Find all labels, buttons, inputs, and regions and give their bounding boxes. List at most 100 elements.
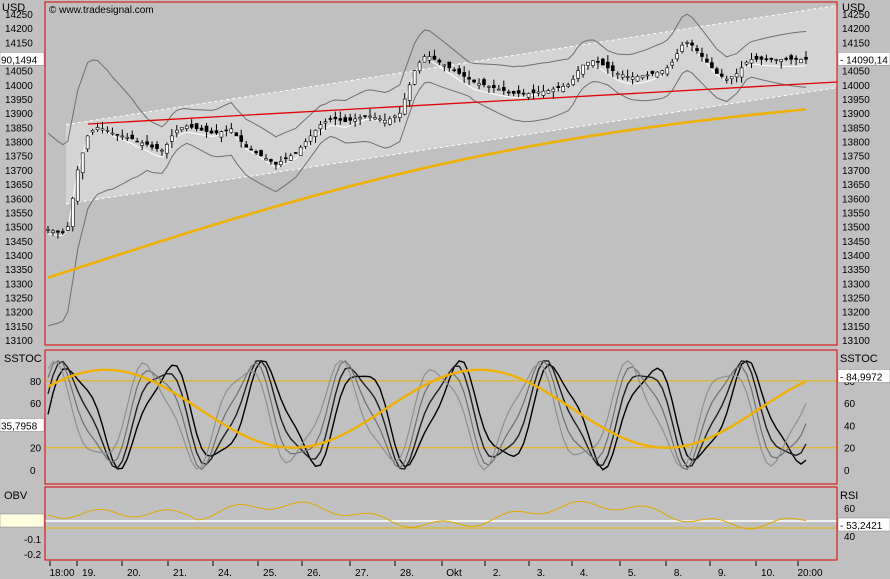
xaxis-label: 27. (355, 568, 369, 579)
candle-body (556, 86, 561, 89)
sstoc-axis-right-label: 60 (844, 399, 856, 410)
candle-body (655, 71, 660, 78)
candle-body (274, 161, 278, 165)
candle-body (392, 115, 397, 118)
price-axis-right-label: 13400 (842, 251, 870, 262)
candle-body (170, 135, 174, 142)
candle-body (51, 230, 55, 234)
sstoc-title-right: SSTOC (840, 353, 878, 365)
candle-body (710, 62, 714, 69)
candle-body (165, 144, 169, 154)
rsi-axis-label: 60 (844, 504, 856, 515)
sstoc-axis-left-label: 20 (30, 444, 42, 455)
candle-body (56, 230, 60, 233)
obv-line (47, 500, 807, 530)
price-axis-left-label: 13150 (5, 322, 33, 333)
xaxis-label: 3. (537, 568, 545, 579)
price-last-tag-left (0, 52, 45, 66)
xaxis-label: 18:00 (49, 568, 74, 579)
candle-body (754, 55, 759, 60)
candle-body (61, 231, 65, 234)
price-axis-right-label: 13100 (842, 336, 870, 347)
candle-body (318, 124, 323, 130)
candle-body (457, 68, 462, 74)
candle-body (179, 127, 184, 131)
candle-body (665, 67, 670, 75)
candle-body (487, 85, 491, 88)
sstoc-axis-right-label: 20 (844, 444, 856, 455)
candle-body (368, 115, 372, 118)
xaxis-label: 9. (718, 568, 726, 579)
candle-body (561, 85, 566, 92)
sstoc-axis-right-label: 40 (844, 421, 856, 432)
candle-body (705, 58, 709, 63)
xaxis-label: 26. (307, 568, 321, 579)
candle-body (343, 117, 348, 123)
candle-body (571, 78, 575, 85)
candle-body (150, 144, 154, 148)
candle-body (630, 76, 635, 80)
price-axis-right-label: 13800 (842, 138, 870, 149)
candle-body (288, 155, 293, 161)
price-axis-left-label: 14000 (5, 81, 33, 92)
candle-body (670, 61, 675, 66)
candle-body (397, 112, 402, 119)
candle-body (680, 44, 684, 52)
candle-body (541, 90, 546, 96)
candle-body (175, 129, 179, 134)
candle-body (620, 74, 625, 78)
bollinger-upper (47, 13, 807, 146)
price-axis-left-label: 13750 (5, 152, 33, 163)
price-last-tag-right (837, 52, 890, 66)
candle-body (774, 59, 779, 61)
price-axis-right-label: 14050 (842, 67, 870, 78)
sstoc-last-tag-left (0, 418, 45, 432)
currency-left: USD (2, 2, 25, 14)
price-axis-right-label: 13650 (842, 180, 870, 191)
candle-body (799, 59, 803, 64)
candle-body (417, 61, 422, 72)
candle-body (472, 79, 476, 83)
candle-body (328, 118, 333, 120)
candle-body (685, 42, 689, 44)
candle-body (234, 132, 239, 137)
channel-lower-line (65, 87, 838, 205)
obv-panel-border (44, 486, 838, 561)
price-axis-left-label: 14150 (5, 38, 33, 49)
candle-body (516, 90, 521, 94)
candle-body (432, 55, 437, 60)
candle-body (739, 67, 744, 78)
candle-body (105, 129, 110, 132)
candle-body (804, 56, 808, 60)
price-axis-right-label: 14200 (842, 24, 870, 35)
price-axis-left-label: 13200 (5, 308, 33, 319)
price-axis-left-label: 13700 (5, 166, 33, 177)
price-axis-right-label: 13550 (842, 208, 870, 219)
candle-body (744, 61, 749, 65)
candle-body (323, 121, 328, 124)
candle-body (511, 91, 516, 94)
candle-body (363, 115, 367, 117)
candle-body (373, 117, 377, 120)
candle-body (734, 73, 739, 78)
price-axis-left-label: 13650 (5, 180, 33, 191)
price-axis-right-label: 13850 (842, 123, 870, 134)
candle-body (536, 91, 541, 94)
candle-body (244, 144, 248, 148)
candle-body (75, 169, 80, 202)
candle-body (269, 159, 273, 162)
candle-body (125, 137, 130, 139)
price-axis-right-label: 13700 (842, 166, 870, 177)
xaxis-label: 10. (761, 568, 775, 579)
price-axis-right-label: 13350 (842, 265, 870, 276)
price-axis-left-label: 13900 (5, 109, 33, 120)
price-axis-left-label: 13250 (5, 293, 33, 304)
sstoc-axis-left-label: 0 (30, 466, 36, 477)
candle-body (581, 64, 585, 75)
moving-average-line (47, 107, 807, 279)
candle-body (794, 57, 798, 60)
sstoc-last-value-right: - 84,9972 (840, 372, 883, 383)
candle-body (284, 157, 288, 160)
